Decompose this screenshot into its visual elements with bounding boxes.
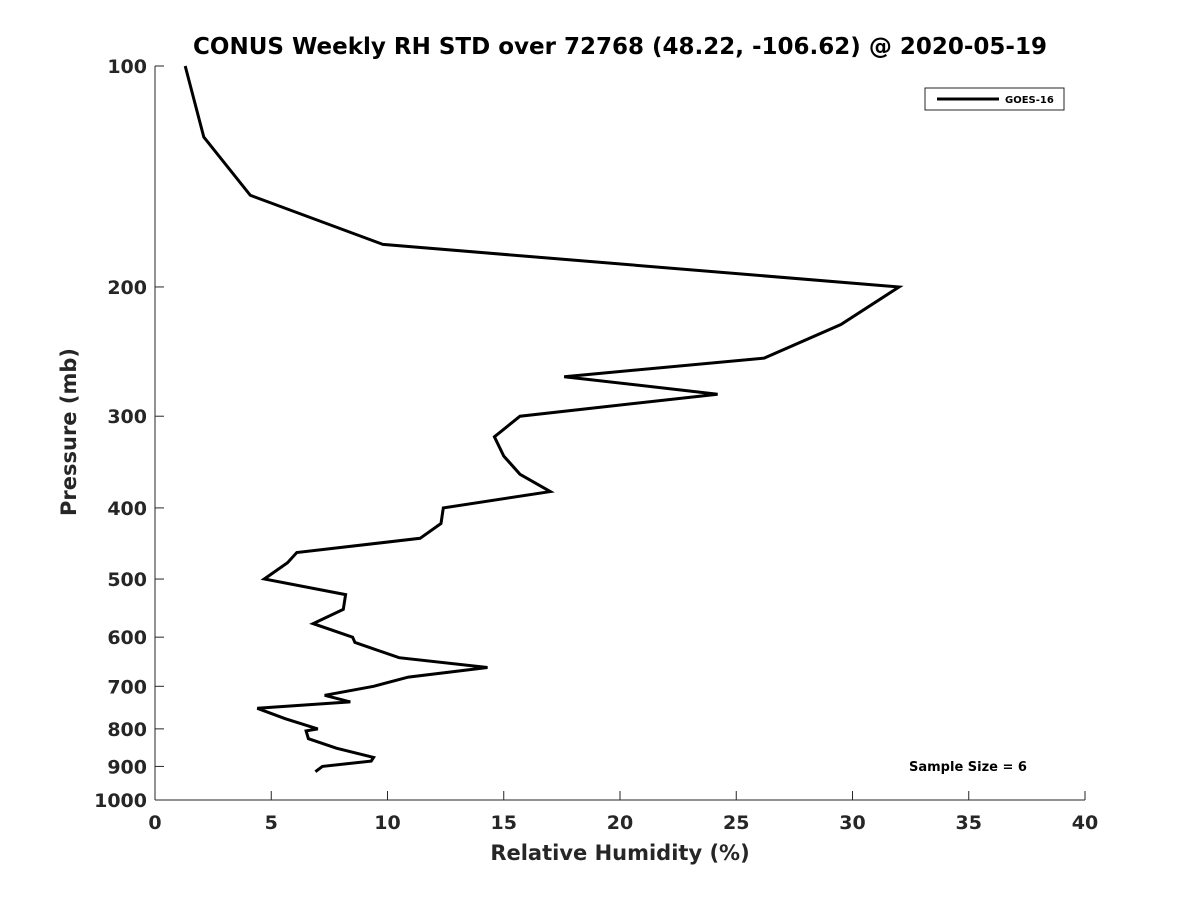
legend-label: GOES-16: [1005, 95, 1054, 106]
y-tick-label: 800: [107, 719, 147, 741]
y-tick-label: 900: [107, 756, 147, 778]
y-tick-label: 200: [107, 277, 147, 299]
x-tick-label: 40: [1072, 812, 1098, 834]
y-tick-label: 300: [107, 406, 147, 428]
y-tick-label: 500: [107, 569, 147, 591]
x-tick-label: 5: [265, 812, 278, 834]
chart-title: CONUS Weekly RH STD over 72768 (48.22, -…: [193, 34, 1047, 60]
x-tick-label: 0: [148, 812, 161, 834]
axes: 0 5 10 15 20 25 30 35 40 100 200 300 400 500 600 700 800…: [94, 56, 1098, 834]
y-tick-label: 1000: [94, 790, 147, 812]
y-axis-label: Pressure (mb): [57, 348, 81, 516]
x-tick-label: 10: [374, 812, 400, 834]
x-tick-label: 30: [839, 812, 865, 834]
plot-area: [183, 65, 904, 773]
series-line-goes-16: [183, 65, 904, 773]
x-tick-label: 20: [607, 812, 633, 834]
y-tick-label: 700: [107, 676, 147, 698]
legend: GOES-16: [924, 87, 1065, 111]
x-tick-label: 35: [956, 812, 982, 834]
y-tick-label: 400: [107, 498, 147, 520]
x-tick-label: 15: [491, 812, 517, 834]
x-axis-label: Relative Humidity (%): [490, 841, 749, 865]
sample-size-note: Sample Size = 6: [909, 760, 1027, 775]
y-tick-label: 600: [107, 627, 147, 649]
x-tick-label: 25: [723, 812, 749, 834]
y-tick-label: 100: [107, 56, 147, 78]
